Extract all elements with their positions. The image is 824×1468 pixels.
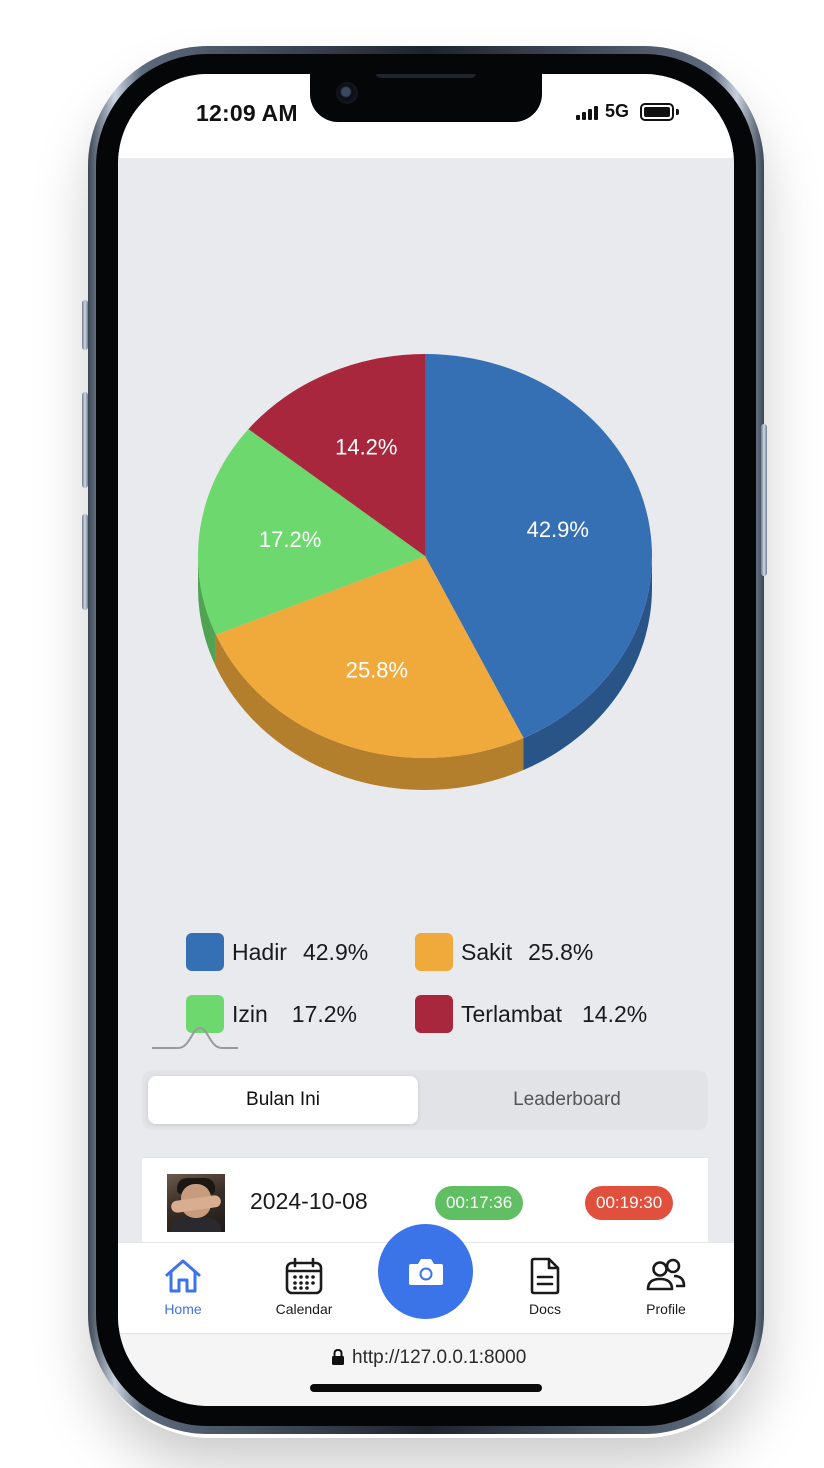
segmented-tabs: Bulan Ini Leaderboard — [142, 1070, 708, 1130]
users-icon — [646, 1258, 686, 1291]
nav-item-profile[interactable]: Profile — [621, 1255, 711, 1317]
pie-slice-hadir — [425, 354, 652, 738]
pie-slices — [198, 354, 652, 758]
main-content: 42.9% 25.8% 17.2% 14.2% Hadir 42.9% Sakit 2… — [118, 158, 734, 1247]
side-button-volume-up — [82, 392, 88, 488]
nav-item-calendar[interactable]: Calendar — [259, 1255, 349, 1317]
legend-label: Terlambat — [461, 1000, 562, 1027]
legend-swatch — [186, 995, 224, 1033]
status-bar: 12:09 AM 5G — [118, 74, 734, 158]
legend-value: 14.2% — [581, 1000, 648, 1027]
camera-fab-button[interactable] — [378, 1224, 473, 1319]
attendance-pie-chart: 42.9% 25.8% 17.2% 14.2% — [198, 354, 652, 791]
battery-icon — [640, 103, 674, 121]
legend-label: Sakit — [461, 938, 513, 965]
lock-icon — [332, 1348, 344, 1365]
network-type: 5G — [605, 101, 630, 121]
legend-label: Hadir — [232, 938, 287, 965]
legend-value: 17.2% — [291, 1000, 358, 1027]
pie-slice-terlambat — [248, 354, 425, 556]
side-button-silent — [82, 300, 88, 350]
pie-side-izin — [198, 556, 216, 667]
phone-screen: 12:09 AM 5G 42.9% 25.8% 17.2% 14.2% Hadir 4… — [118, 74, 734, 1406]
legend-item-sakit[interactable]: Sakit 25.8% — [415, 932, 593, 972]
legend-swatch — [415, 933, 453, 971]
check-in-time-badge: 00:17:36 — [435, 1186, 524, 1220]
side-button-volume-down — [82, 514, 88, 610]
home-icon — [165, 1259, 201, 1293]
camera-icon — [408, 1258, 443, 1285]
nav-item-docs[interactable]: Docs — [500, 1255, 590, 1317]
cellular-signal-icon — [576, 106, 600, 120]
legend-item-hadir[interactable]: Hadir 42.9% — [186, 932, 368, 972]
mini-curve-icon — [152, 1026, 238, 1049]
earpiece-speaker — [376, 74, 476, 78]
pie-side-hadir — [523, 556, 652, 770]
side-button-power — [761, 424, 767, 576]
browser-url-bar: http://127.0.0.1:8000 — [118, 1333, 734, 1406]
status-time: 12:09 AM — [196, 100, 298, 126]
avatar — [167, 1174, 225, 1232]
legend-item-izin[interactable]: Izin 17.2% — [186, 994, 357, 1034]
tab-bulan-ini[interactable]: Bulan Ini — [148, 1076, 418, 1124]
pie-data-labels: 42.9% 25.8% 17.2% 14.2% — [259, 435, 589, 683]
pie-label-hadir: 42.9% — [527, 517, 589, 542]
attendance-record-row[interactable]: 2024-10-08 00:17:36 00:19:30 — [142, 1157, 708, 1247]
legend-value: 25.8% — [528, 938, 594, 965]
pie-side-sakit — [215, 634, 524, 791]
legend-swatch — [415, 995, 453, 1033]
legend-item-terlambat[interactable]: Terlambat 14.2% — [415, 994, 647, 1034]
home-indicator — [310, 1384, 542, 1392]
document-icon — [530, 1257, 560, 1295]
notch — [310, 74, 542, 122]
nav-item-home[interactable]: Home — [138, 1255, 228, 1317]
front-camera — [336, 82, 358, 104]
chart-legend: Hadir 42.9% Sakit 25.8% Izin 17.2% Terla… — [186, 932, 686, 1082]
pie-slice-sakit — [215, 556, 524, 758]
nav-label: Calendar — [275, 1301, 333, 1317]
legend-swatch — [186, 933, 224, 971]
nav-label: Profile — [646, 1301, 686, 1317]
nav-label: Home — [164, 1301, 202, 1317]
pie-label-terlambat: 14.2% — [335, 435, 397, 460]
calendar-icon — [285, 1257, 323, 1295]
battery-tip — [676, 109, 679, 115]
record-date: 2024-10-08 — [250, 1188, 368, 1214]
pie-label-izin: 17.2% — [259, 527, 321, 552]
nav-label: Docs — [529, 1301, 561, 1317]
legend-label: Izin — [232, 1000, 268, 1027]
pie-label-sakit: 25.8% — [346, 657, 408, 682]
legend-value: 42.9% — [302, 938, 369, 965]
pie-3d-side — [198, 556, 652, 791]
check-out-time-badge: 00:19:30 — [585, 1186, 674, 1220]
pie-slice-izin — [198, 429, 425, 635]
tab-leaderboard[interactable]: Leaderboard — [513, 1089, 621, 1110]
url-text[interactable]: http://127.0.0.1:8000 — [352, 1347, 527, 1368]
